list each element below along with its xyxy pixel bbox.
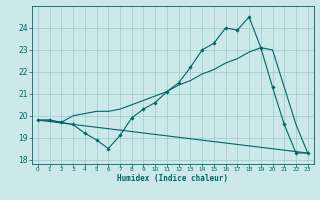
X-axis label: Humidex (Indice chaleur): Humidex (Indice chaleur) <box>117 174 228 183</box>
